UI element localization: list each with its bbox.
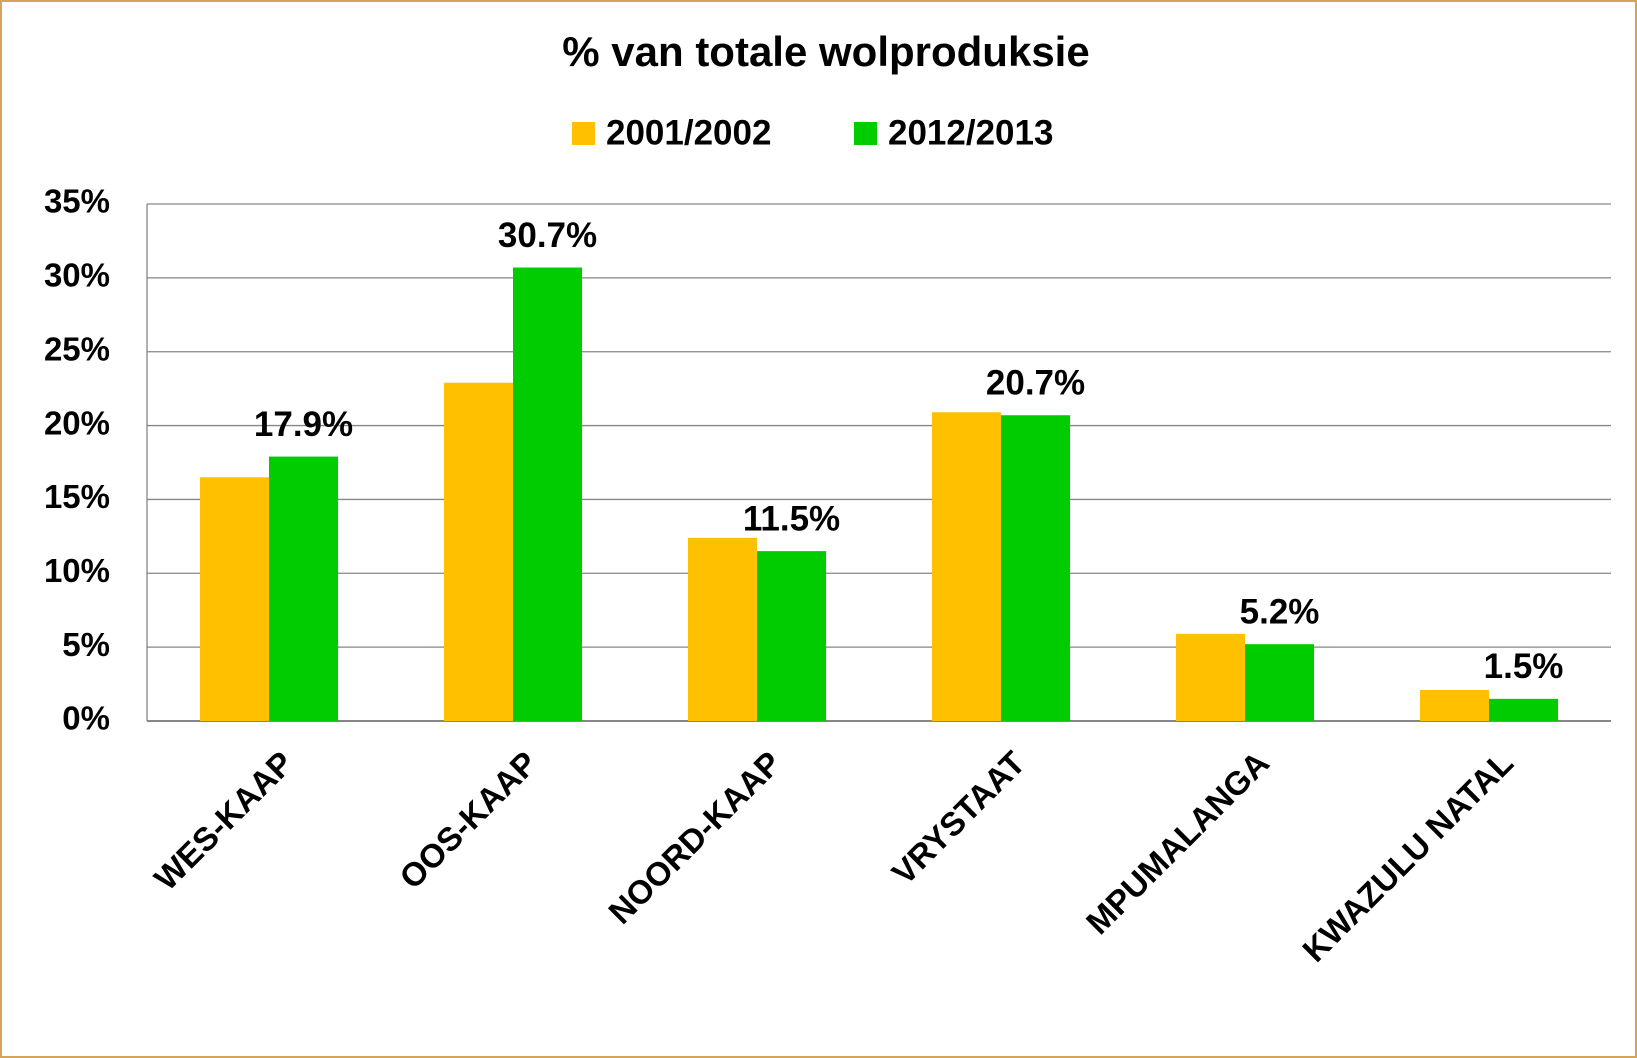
- bar: [1175, 633, 1245, 721]
- data-label: 20.7%: [986, 363, 1085, 402]
- data-label: 11.5%: [743, 499, 840, 538]
- legend-label: 2001/2002: [606, 113, 771, 152]
- bar: [269, 456, 339, 721]
- data-label: 17.9%: [254, 405, 353, 444]
- y-tick-label: 10%: [44, 552, 110, 589]
- legend-swatch: [572, 122, 595, 145]
- data-label: 1.5%: [1484, 647, 1564, 686]
- legend-label: 2012/2013: [888, 113, 1053, 152]
- y-tick-label: 35%: [44, 183, 110, 220]
- data-label: 30.7%: [498, 216, 597, 255]
- bar: [1489, 698, 1559, 721]
- bar: [931, 412, 1001, 721]
- y-tick-label: 25%: [44, 330, 110, 367]
- data-label: 5.2%: [1240, 592, 1320, 631]
- bar: [1001, 415, 1071, 721]
- bar: [1419, 689, 1489, 721]
- legend-swatch: [854, 122, 877, 145]
- bar: [687, 537, 757, 721]
- y-tick-label: 0%: [62, 700, 110, 737]
- chart-title: % van totale wolproduksie: [562, 28, 1089, 75]
- bar: [513, 267, 583, 721]
- bar: [757, 551, 827, 721]
- bar: [199, 477, 269, 721]
- y-tick-label: 15%: [44, 478, 110, 515]
- bar: [443, 382, 513, 721]
- y-tick-label: 20%: [44, 404, 110, 441]
- y-tick-label: 30%: [44, 257, 110, 294]
- bar: [1245, 644, 1315, 721]
- y-tick-label: 5%: [62, 626, 110, 663]
